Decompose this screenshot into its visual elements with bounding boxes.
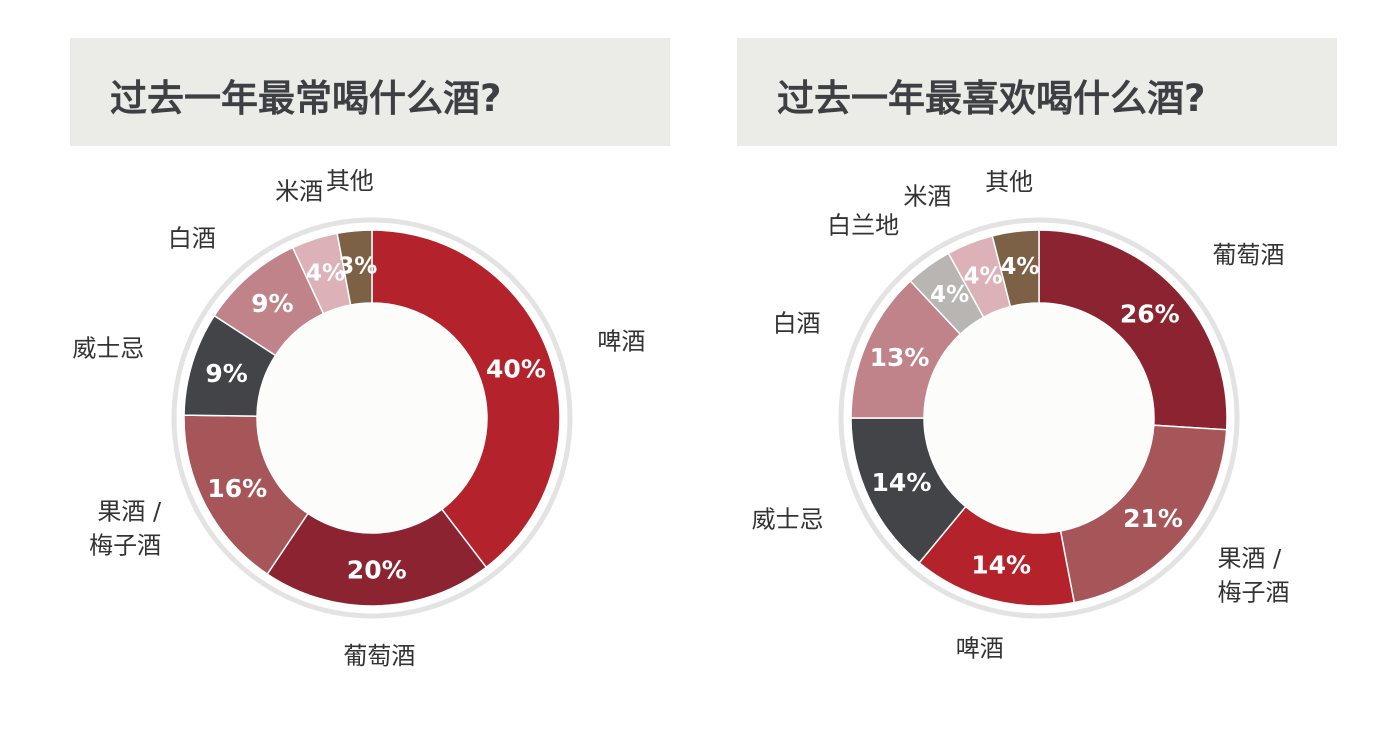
slice-percent-label: 14% <box>872 468 932 497</box>
donut-outer-ring <box>838 217 1240 619</box>
slice-percent-label: 9% <box>251 289 293 318</box>
slice-percent-label: 14% <box>971 551 1031 580</box>
donut-chart-favorite: 26% 葡萄酒 21% 果酒 /梅子酒 14% 啤酒 14% 威士忌 13% 白酒 4% 白兰地 4% 米… <box>752 168 1290 663</box>
slice-percent-label: 40% <box>486 355 546 384</box>
donut-outer-ring <box>171 217 573 619</box>
chart-title-box: 过去一年最常喝什么酒? <box>70 38 670 146</box>
slice-category-label: 米酒 <box>275 177 323 205</box>
donut-chart-most-drunk: 40% 啤酒 20% 葡萄酒 16% 果酒 /梅子酒 9% 威士忌 9% 白酒 4% 米酒 3% 其他 <box>72 167 645 670</box>
slice-category-label: 啤酒 <box>597 328 645 356</box>
slice-category-label: 白兰地 <box>827 211 899 239</box>
donut-hole <box>924 303 1154 533</box>
slice-category-label: 果酒 /梅子酒 <box>1218 544 1290 606</box>
donut-slice <box>371 229 561 569</box>
slice-category-label: 米酒 <box>903 183 951 211</box>
slice-percent-label: 26% <box>1120 299 1180 328</box>
slice-percent-label: 4% <box>1000 254 1039 280</box>
slice-category-label: 葡萄酒 <box>343 642 415 670</box>
slice-category-label: 白酒 <box>168 224 216 252</box>
slice-percent-label: 9% <box>205 359 247 388</box>
slice-category-label: 威士忌 <box>752 505 824 533</box>
slice-category-label: 果酒 /梅子酒 <box>89 497 162 559</box>
slice-percent-label: 4% <box>964 264 1003 290</box>
slice-category-label: 白酒 <box>773 309 821 337</box>
slice-category-label: 威士忌 <box>72 335 144 363</box>
chart-title-box: 过去一年最喜欢喝什么酒? <box>737 38 1337 146</box>
slice-category-label: 葡萄酒 <box>1212 241 1284 269</box>
slice-percent-label: 21% <box>1123 504 1183 533</box>
donut-slice <box>336 229 373 306</box>
slice-percent-label: 16% <box>207 474 267 503</box>
donut-slice <box>991 229 1040 308</box>
slice-percent-label: 3% <box>338 254 377 280</box>
chart-panel-favorite: 过去一年最喜欢喝什么酒? 26% 葡萄酒 21% 果酒 /梅子酒 14% 啤酒 14% 威士忌… <box>667 0 1347 730</box>
chart-title: 过去一年最喜欢喝什么酒? <box>777 77 1206 120</box>
slice-percent-label: 4% <box>306 260 345 286</box>
slice-percent-label: 4% <box>930 282 969 308</box>
slice-category-label: 其他 <box>985 168 1033 196</box>
chart-panel-most-drunk: 过去一年最常喝什么酒? 40% 啤酒 20% 葡萄酒 16% 果酒 /梅子酒 9% 威士忌 9%… <box>0 0 680 730</box>
slice-category-label: 其他 <box>326 167 374 195</box>
slice-category-label: 啤酒 <box>956 635 1004 663</box>
donut-slice <box>1059 424 1228 604</box>
slice-percent-label: 20% <box>347 555 407 584</box>
chart-title: 过去一年最常喝什么酒? <box>110 77 502 120</box>
slice-percent-label: 13% <box>870 343 930 372</box>
donut-slice <box>1038 229 1228 431</box>
donut-hole <box>257 303 487 533</box>
